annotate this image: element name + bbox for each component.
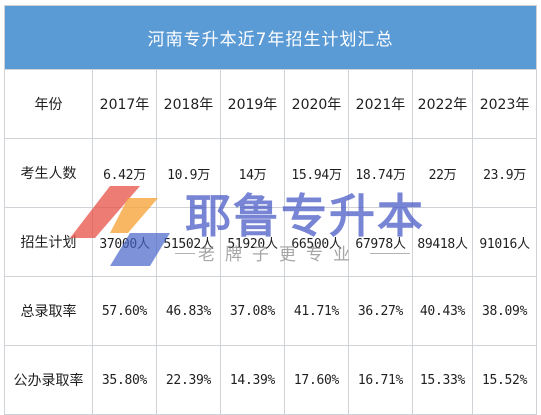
row-label-total-rate: 总录取率 <box>4 276 93 346</box>
table-cell: 10.9万 <box>156 138 221 208</box>
table-cell: 15.52% <box>471 345 538 415</box>
year-cell: 2018年 <box>156 69 221 139</box>
year-cell: 2023年 <box>471 69 538 139</box>
table-cell: 66500人 <box>284 207 349 277</box>
table-cell: 35.80% <box>92 345 157 415</box>
table-cell: 16.71% <box>348 345 413 415</box>
table-cell: 22.39% <box>156 345 221 415</box>
table-cell: 17.60% <box>284 345 349 415</box>
table-cell: 14万 <box>220 138 285 208</box>
row-label-plan: 招生计划 <box>4 207 93 277</box>
table-row-applicants: 考生人数 6.42万 10.9万 14万 15.94万 18.74万 22万 2… <box>4 138 538 208</box>
table-row-total-rate: 总录取率 57.60% 46.83% 37.08% 41.71% 36.27% … <box>4 276 538 346</box>
table-cell: 37000人 <box>92 207 157 277</box>
table-cell: 51502人 <box>156 207 221 277</box>
year-cell: 2022年 <box>412 69 473 139</box>
table-cell: 18.74万 <box>348 138 413 208</box>
table-cell: 40.43% <box>412 276 473 346</box>
table-cell: 91016人 <box>471 207 538 277</box>
year-cell: 2017年 <box>92 69 157 139</box>
table-cell: 57.60% <box>92 276 157 346</box>
table-cell: 15.94万 <box>284 138 349 208</box>
table-row-plan: 招生计划 37000人 51502人 51920人 66500人 67978人 … <box>4 207 538 277</box>
table-cell: 41.71% <box>284 276 349 346</box>
table-cell: 89418人 <box>412 207 473 277</box>
table-cell: 36.27% <box>348 276 413 346</box>
row-label-year: 年份 <box>4 69 93 139</box>
row-label-public-rate: 公办录取率 <box>4 345 93 415</box>
enrollment-table: 河南专升本近7年招生计划汇总 年份 2017年 2018年 2019年 2020… <box>3 5 538 415</box>
table-row-public-rate: 公办录取率 35.80% 22.39% 14.39% 17.60% 16.71%… <box>4 345 538 415</box>
table-cell: 67978人 <box>348 207 413 277</box>
table-cell: 23.9万 <box>471 138 538 208</box>
table-cell: 38.09% <box>471 276 538 346</box>
table-row-year: 年份 2017年 2018年 2019年 2020年 2021年 2022年 2… <box>4 69 538 139</box>
table-cell: 46.83% <box>156 276 221 346</box>
table-cell: 51920人 <box>220 207 285 277</box>
row-label-applicants: 考生人数 <box>4 138 93 208</box>
table-cell: 14.39% <box>220 345 285 415</box>
table-cell: 37.08% <box>220 276 285 346</box>
table-cell: 15.33% <box>412 345 473 415</box>
year-cell: 2021年 <box>348 69 413 139</box>
year-cell: 2020年 <box>284 69 349 139</box>
table-cell: 22万 <box>412 138 473 208</box>
year-cell: 2019年 <box>220 69 285 139</box>
table-cell: 6.42万 <box>92 138 157 208</box>
table-title: 河南专升本近7年招生计划汇总 <box>3 5 538 70</box>
